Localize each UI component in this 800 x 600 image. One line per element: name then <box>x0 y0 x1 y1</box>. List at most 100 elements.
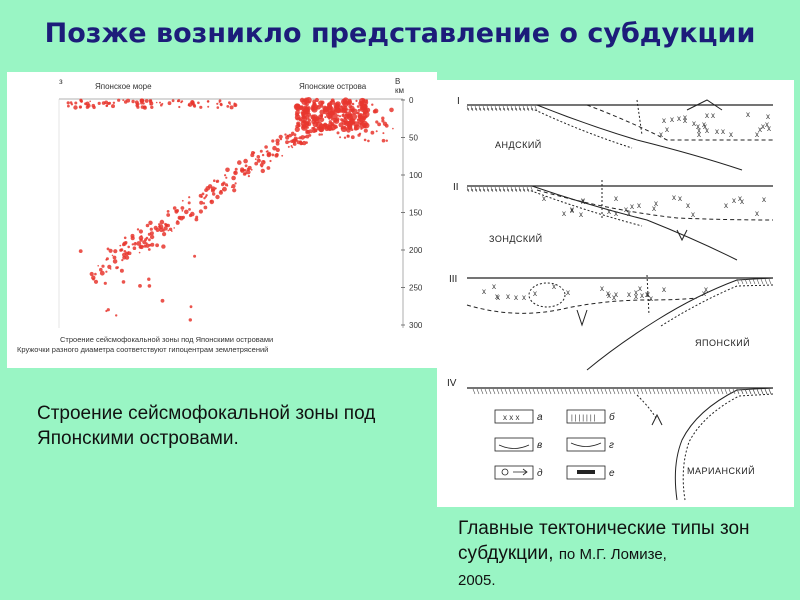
hypocenter <box>126 252 129 255</box>
svg-text:x: x <box>533 289 537 298</box>
legend-d: д <box>537 468 543 479</box>
hypocenter <box>66 101 70 105</box>
hypocenter <box>300 135 305 140</box>
hypocenter <box>216 179 220 183</box>
svg-text:x: x <box>614 209 618 218</box>
hypocenter <box>364 104 368 108</box>
hypocenter <box>363 128 368 133</box>
hypocenter <box>91 275 96 280</box>
hypocenter <box>330 98 335 103</box>
svg-text:x: x <box>683 116 687 125</box>
svg-text:x: x <box>740 197 744 206</box>
hypocenter <box>73 105 78 110</box>
hypocenter <box>332 110 335 113</box>
svg-text:x: x <box>542 194 546 203</box>
hypocenter <box>112 255 117 260</box>
inner-caption-2: Кружочки разного диаметра соответствуют … <box>17 345 268 354</box>
hypocenter <box>225 167 230 173</box>
hypocenter <box>256 155 261 159</box>
hypocenter <box>159 219 165 225</box>
hypocenter <box>327 102 333 108</box>
hypocenter <box>144 99 149 103</box>
hypocenter <box>350 118 354 122</box>
depth-tick-label: 300 <box>409 321 423 330</box>
hypocenter <box>312 102 317 107</box>
hypocenter <box>115 266 119 270</box>
tectonic-caption-year: 2005. <box>458 572 496 589</box>
hypocenter <box>331 128 334 131</box>
hypocenter <box>198 209 203 214</box>
hypocenter <box>213 179 216 182</box>
hypocenter <box>203 205 208 210</box>
hypocenter <box>243 158 248 164</box>
hypocenter <box>203 197 206 200</box>
hypocenter <box>135 102 140 106</box>
hypocenter <box>108 101 112 105</box>
type-mariana: МАРИАНСКИЙ <box>687 465 755 476</box>
svg-text:x: x <box>652 204 656 213</box>
hypocenter <box>365 107 371 113</box>
hypocenter <box>226 185 229 187</box>
svg-text:x: x <box>755 130 759 139</box>
hypocenter <box>197 101 200 105</box>
hypocenter <box>279 138 283 141</box>
hypocenter <box>148 238 151 242</box>
hypocenter <box>292 143 295 145</box>
hypocenter <box>206 100 210 103</box>
hypocenter <box>357 113 364 120</box>
hypocenter <box>297 137 299 140</box>
hypocenter <box>175 209 179 213</box>
svg-text:x: x <box>702 289 706 298</box>
hypocenter <box>250 168 253 171</box>
hypocenter <box>300 105 304 109</box>
hypocenter <box>385 139 388 142</box>
hypocenter <box>160 103 163 107</box>
hypocenter <box>364 101 367 104</box>
hypocenter <box>215 194 220 200</box>
hypocenter <box>139 244 144 250</box>
hypocenter <box>226 105 230 108</box>
hypocenter <box>234 182 237 185</box>
svg-text:x: x <box>482 287 486 296</box>
svg-text:x: x <box>696 122 700 131</box>
svg-text:x: x <box>691 210 695 219</box>
svg-text:x: x <box>630 202 634 211</box>
hypocenter <box>218 190 223 195</box>
svg-text:| | | | | | |: | | | | | | | <box>571 415 596 422</box>
hypocenter <box>338 122 344 128</box>
hypocenter <box>305 129 309 133</box>
hypocenter <box>324 116 327 119</box>
hypocenter <box>312 121 319 128</box>
hypocenter <box>121 259 124 262</box>
hypocenter <box>120 248 124 252</box>
hypocenter <box>187 201 191 205</box>
hypocenter <box>132 246 137 250</box>
hypocenter <box>347 113 350 116</box>
hypocenter <box>308 134 312 137</box>
hypocenter <box>299 140 302 144</box>
hypocenter <box>207 184 213 189</box>
svg-text:x: x <box>665 125 669 134</box>
tectonic-caption-ref: по М.Г. Ломизе, <box>558 546 667 563</box>
svg-text:x: x <box>678 194 682 203</box>
svg-text:x: x <box>705 126 709 135</box>
hypocenter <box>189 305 193 309</box>
hypocenter <box>119 268 124 273</box>
svg-text:x: x <box>767 124 771 133</box>
hypocenter <box>105 270 108 273</box>
hypocenter <box>316 105 319 108</box>
svg-text:x: x <box>761 122 765 131</box>
svg-text:x: x <box>514 293 518 302</box>
hypocenter-points <box>66 97 394 322</box>
hypocenter <box>123 236 127 240</box>
hypocenter <box>207 105 210 108</box>
hypocenter <box>260 168 265 174</box>
hypocenter <box>145 243 150 248</box>
hypocenter <box>342 126 346 130</box>
hypocenter <box>147 248 151 251</box>
depth-tick-label: 100 <box>409 171 423 180</box>
hypocenter <box>232 188 237 193</box>
hypocenter <box>364 112 367 115</box>
hypocenter <box>338 115 342 118</box>
svg-text:x: x <box>638 284 642 293</box>
